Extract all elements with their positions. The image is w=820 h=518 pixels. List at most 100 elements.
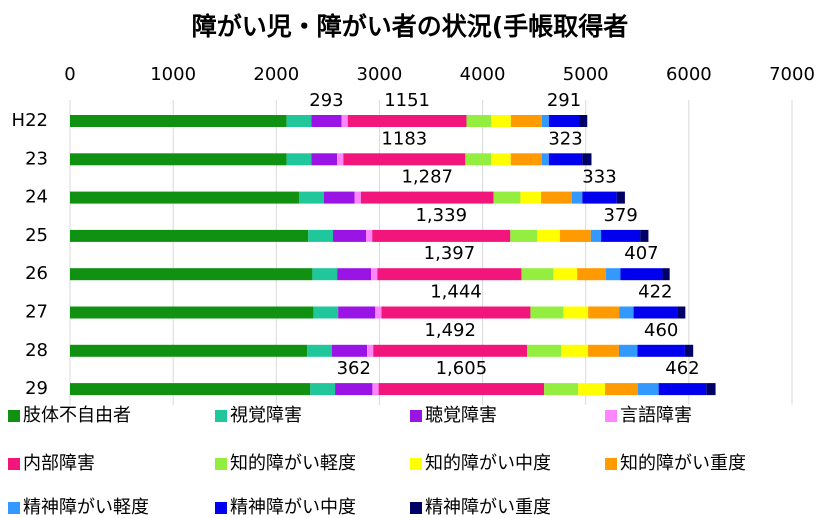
legend-label: 精神障がい重度 (425, 497, 551, 518)
data-label: 1,339 (415, 205, 467, 226)
bar-segment (338, 306, 376, 319)
bar-segment (378, 383, 545, 396)
bar-segment (286, 115, 312, 127)
legend-label: 精神障がい軽度 (23, 497, 149, 518)
bar-segment (70, 153, 287, 166)
bar-segment (582, 153, 592, 166)
legend-swatch (8, 410, 20, 422)
bar-segment (70, 268, 313, 281)
data-label: 362 (337, 358, 371, 379)
bar-segment (308, 229, 334, 242)
data-label: 379 (603, 205, 637, 226)
x-tick-label: 4000 (460, 64, 506, 85)
y-tick-label: 25 (25, 225, 48, 246)
bar-segment (548, 115, 580, 127)
bar-segment (310, 383, 336, 396)
data-label: 1151 (384, 90, 430, 111)
bar-segment (510, 153, 542, 166)
data-label: 293 (309, 90, 343, 111)
bar-segment (541, 115, 549, 127)
data-label: 1,492 (424, 320, 476, 341)
bar-segment (372, 229, 511, 242)
bar-segment (375, 306, 382, 319)
bar-segment (677, 306, 686, 319)
bar-segment (286, 153, 312, 166)
legend-swatch (410, 410, 422, 422)
bar-segment (354, 191, 361, 204)
x-tick-label: 0 (64, 64, 75, 85)
legend-swatch (8, 458, 20, 470)
bar-segment (544, 383, 579, 396)
legend-swatch (605, 458, 617, 470)
legend-swatch (215, 410, 227, 422)
bar-segment (372, 383, 379, 396)
bar-segment (510, 115, 542, 127)
legend-label: 知的障がい中度 (425, 453, 551, 474)
y-tick-label: 24 (25, 187, 48, 208)
x-tick-label: 7000 (769, 64, 815, 85)
legend-label: 内部障害 (23, 453, 95, 474)
bar-segment (684, 344, 694, 357)
bar-segment (521, 268, 554, 281)
legend-label: 視覚障害 (230, 405, 302, 426)
x-tick-label: 6000 (666, 64, 712, 85)
bar-segment (571, 191, 583, 204)
bar-segment (331, 344, 368, 357)
bar-segment (637, 344, 685, 357)
bar-segment (588, 306, 620, 319)
bar-segment (582, 191, 617, 204)
bar-segment (601, 229, 641, 242)
bar-segment (360, 191, 494, 204)
y-tick-label: 28 (25, 340, 48, 361)
bar-segment (606, 268, 621, 281)
bar-segment (559, 229, 591, 242)
y-tick-label: H22 (12, 110, 48, 131)
legend-swatch (8, 502, 20, 514)
bar-segment (333, 229, 367, 242)
y-tick-label: 29 (25, 378, 48, 399)
bar-segment (520, 191, 542, 204)
bar-segment (70, 191, 299, 204)
y-tick-label: 27 (25, 302, 48, 323)
bar-segment (563, 306, 589, 319)
bar-segment (590, 229, 602, 242)
bar-segment (70, 383, 311, 396)
legend-swatch (410, 502, 422, 514)
x-tick-label: 5000 (563, 64, 609, 85)
legend-label: 知的障がい重度 (620, 453, 746, 474)
legend-swatch (215, 502, 227, 514)
bar-segment (587, 344, 619, 357)
bar-segment (510, 229, 538, 242)
bar-segment (367, 344, 374, 357)
bar-segment (307, 344, 332, 357)
bar-segment (371, 268, 378, 281)
legend-swatch (215, 458, 227, 470)
bar-segment (347, 115, 467, 127)
bar-segment (578, 383, 606, 396)
legend-label: 言語障害 (620, 405, 692, 426)
bar-segment (373, 344, 528, 357)
bar-segment (323, 191, 355, 204)
bar-segment (381, 306, 531, 319)
bar-segment (618, 344, 638, 357)
bar-segment (335, 383, 373, 396)
data-label: 462 (665, 358, 699, 379)
legend-swatch (410, 458, 422, 470)
bar-segment (343, 153, 466, 166)
bar-segment (313, 306, 339, 319)
bar-segment (658, 383, 707, 396)
bar-segment (337, 153, 344, 166)
bar-segment (537, 229, 560, 242)
data-label: 407 (624, 243, 658, 264)
bar-segment (298, 191, 324, 204)
bar-segment (616, 191, 625, 204)
x-tick-label: 2000 (253, 64, 299, 85)
bar-segment (561, 344, 588, 357)
bar-segment (577, 268, 607, 281)
bar-segment (70, 115, 287, 127)
x-tick-label: 1000 (150, 64, 196, 85)
bar-segment (620, 268, 663, 281)
bar-segment (638, 383, 659, 396)
data-label: 291 (547, 90, 581, 111)
